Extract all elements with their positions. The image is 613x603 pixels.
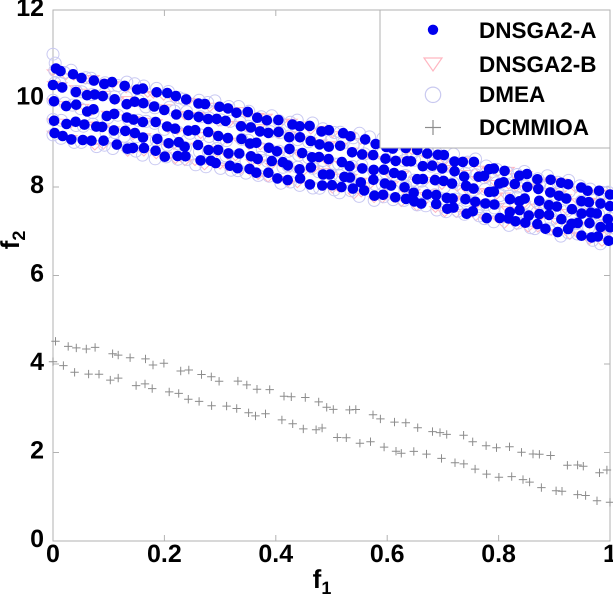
svg-text:10: 10 (16, 83, 44, 111)
svg-text:8: 8 (30, 171, 44, 199)
svg-text:f2: f2 (0, 231, 29, 250)
svg-text:0.8: 0.8 (481, 540, 516, 568)
svg-text:DCMMIOA: DCMMIOA (479, 115, 589, 140)
svg-text:6: 6 (30, 260, 44, 288)
svg-text:DNSGA2-A: DNSGA2-A (479, 18, 597, 43)
svg-text:0.4: 0.4 (258, 540, 293, 568)
svg-text:1: 1 (603, 540, 613, 568)
svg-text:0: 0 (46, 540, 60, 568)
svg-text:0.2: 0.2 (147, 540, 182, 568)
svg-text:12: 12 (16, 0, 44, 22)
svg-text:f1: f1 (313, 564, 332, 598)
svg-text:DMEA: DMEA (479, 82, 545, 107)
svg-text:4: 4 (30, 348, 44, 376)
svg-text:0: 0 (30, 525, 44, 553)
svg-text:0.6: 0.6 (370, 540, 405, 568)
svg-text:2: 2 (30, 437, 44, 465)
svg-text:DNSGA2-B: DNSGA2-B (479, 52, 597, 77)
